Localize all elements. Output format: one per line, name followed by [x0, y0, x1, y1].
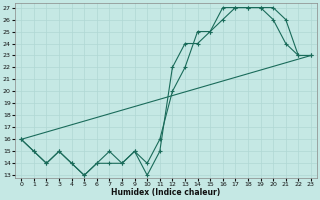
- X-axis label: Humidex (Indice chaleur): Humidex (Indice chaleur): [111, 188, 221, 197]
